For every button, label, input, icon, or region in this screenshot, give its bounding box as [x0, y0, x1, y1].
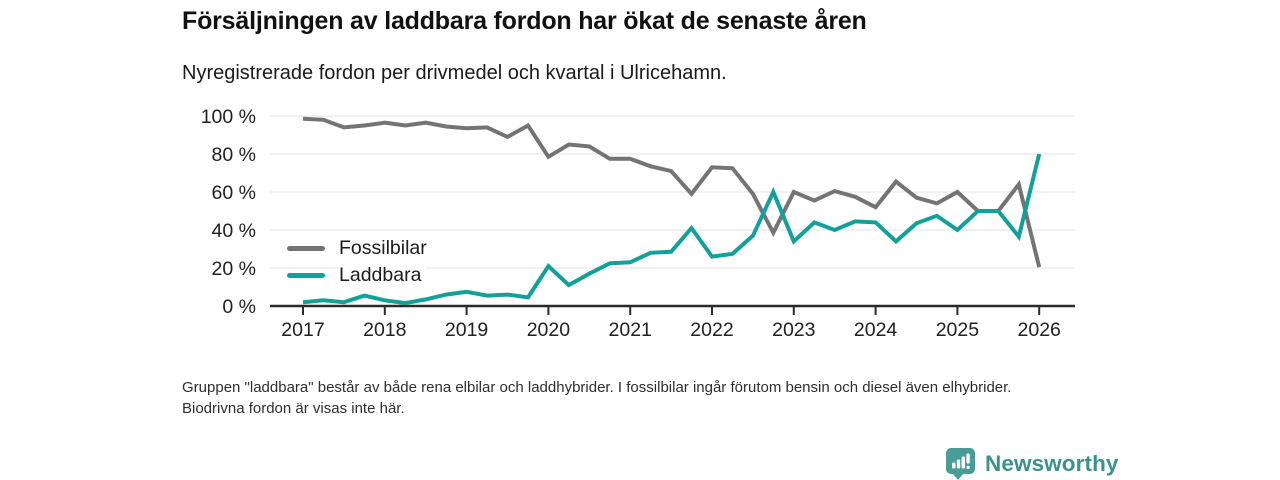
y-axis-tick-label: 20 %: [212, 258, 256, 280]
logo-wordmark: Newsworthy: [985, 450, 1119, 476]
x-axis-tick-label: 2023: [772, 319, 815, 341]
logo-bar-chart-glyph: [952, 453, 970, 469]
legend-label: Fossilbilar: [339, 237, 433, 260]
x-axis-tick-label: 2026: [1018, 319, 1061, 341]
legend-label: Laddbara: [339, 264, 428, 287]
x-axis-tick-label: 2021: [609, 319, 652, 341]
logo-bubble-shape: [946, 448, 975, 480]
y-axis-tick-label: 100 %: [201, 106, 256, 128]
series-line-fossilbilar: [302, 116, 1042, 268]
legend-item-laddbara: Laddbara: [287, 264, 433, 287]
y-axis-tick-label: 60 %: [212, 182, 256, 204]
y-axis-tick-label: 0 %: [222, 296, 256, 318]
legend-swatch-fossilbilar: [287, 246, 325, 251]
x-axis-tick-label: 2019: [445, 319, 488, 341]
x-axis-tick-label: 2020: [527, 319, 571, 341]
legend-item-fossilbilar: Fossilbilar: [287, 237, 433, 260]
x-axis-tick-label: 2018: [363, 319, 406, 341]
chart-footnote: Gruppen "laddbara" består av både rena e…: [182, 379, 1012, 417]
x-axis-tick-label: 2022: [690, 319, 733, 341]
newsworthy-logo[interactable]: Newsworthy: [945, 447, 1119, 480]
y-axis-tick-label: 40 %: [212, 220, 256, 242]
chart-subtitle: Nyregistrerade fordon per drivmedel och …: [182, 62, 727, 84]
series-line-laddbara: [302, 153, 1042, 306]
x-axis-tick-label: 2024: [854, 319, 898, 341]
page-title: Försäljningen av laddbara fordon har öka…: [182, 7, 867, 35]
chart-legend: Fossilbilar Laddbara: [287, 237, 433, 287]
x-axis-tick-label: 2025: [936, 319, 980, 341]
newsworthy-chart-bubble-icon: [946, 448, 975, 480]
x-axis-tick-label: 2017: [281, 319, 324, 341]
legend-swatch-laddbara: [287, 273, 325, 278]
y-axis-tick-label: 80 %: [212, 144, 256, 166]
